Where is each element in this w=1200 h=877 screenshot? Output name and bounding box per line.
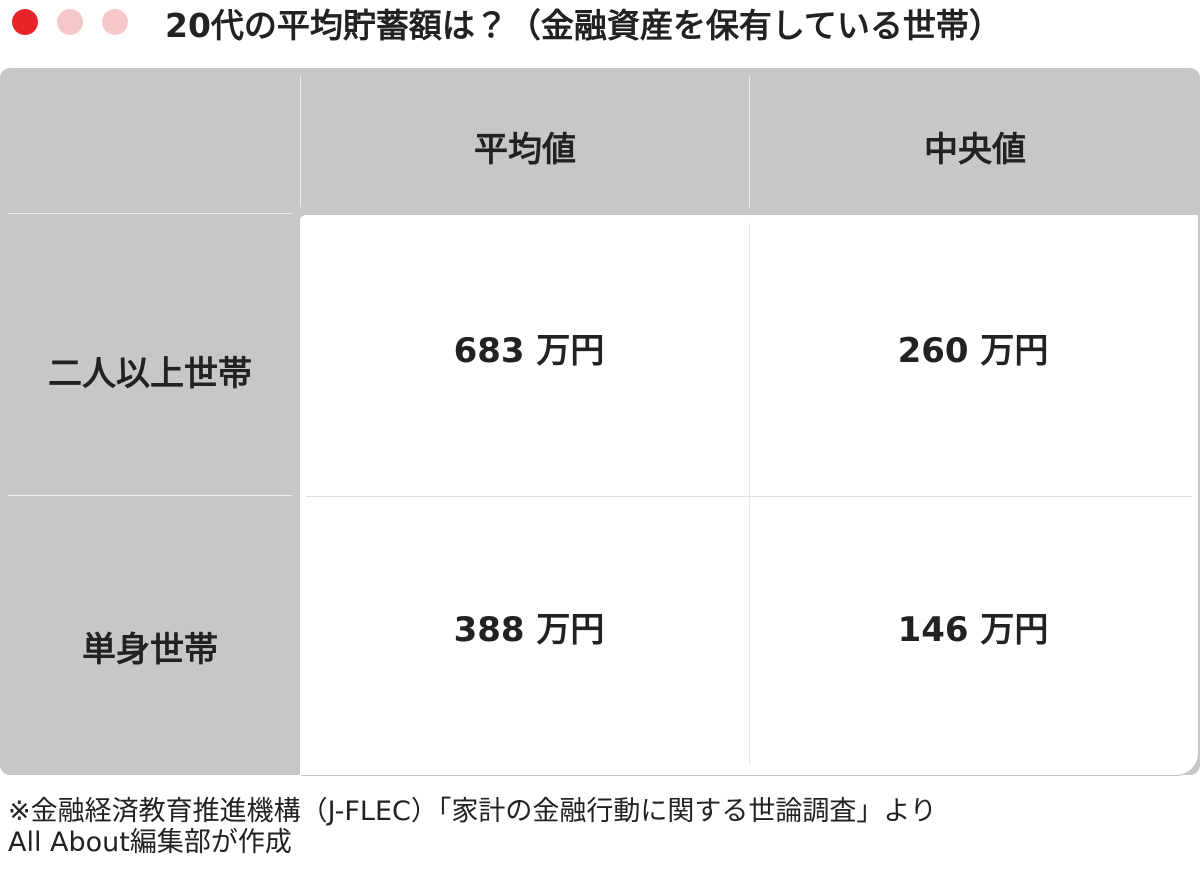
divider bbox=[749, 223, 750, 766]
divider bbox=[8, 495, 292, 496]
cell-value: 146 万円 bbox=[897, 609, 1049, 650]
window-dot bbox=[57, 9, 83, 35]
window-dot bbox=[102, 9, 128, 35]
cell-value: 260 万円 bbox=[897, 331, 1049, 371]
divider bbox=[749, 76, 750, 207]
cell-value: 388 万円 bbox=[453, 609, 605, 650]
cell-value: 683 万円 bbox=[453, 331, 605, 371]
source-note: ※金融経済教育推進機構（J-FLEC）「家計の金融行動に関する世論調査」より bbox=[8, 796, 937, 827]
divider bbox=[300, 76, 301, 207]
title: 20代の平均貯蓄額は？（金融資産を保有している世帯） bbox=[165, 6, 1002, 45]
column-header: 中央値 bbox=[924, 129, 1026, 170]
source-note: All About編集部が作成 bbox=[8, 827, 292, 858]
row-label: 単身世帯 bbox=[82, 629, 218, 670]
divider bbox=[306, 496, 1192, 497]
column-header: 平均値 bbox=[474, 129, 576, 170]
divider bbox=[8, 213, 292, 214]
row-label: 二人以上世帯 bbox=[48, 353, 252, 394]
window-dot bbox=[12, 9, 38, 35]
